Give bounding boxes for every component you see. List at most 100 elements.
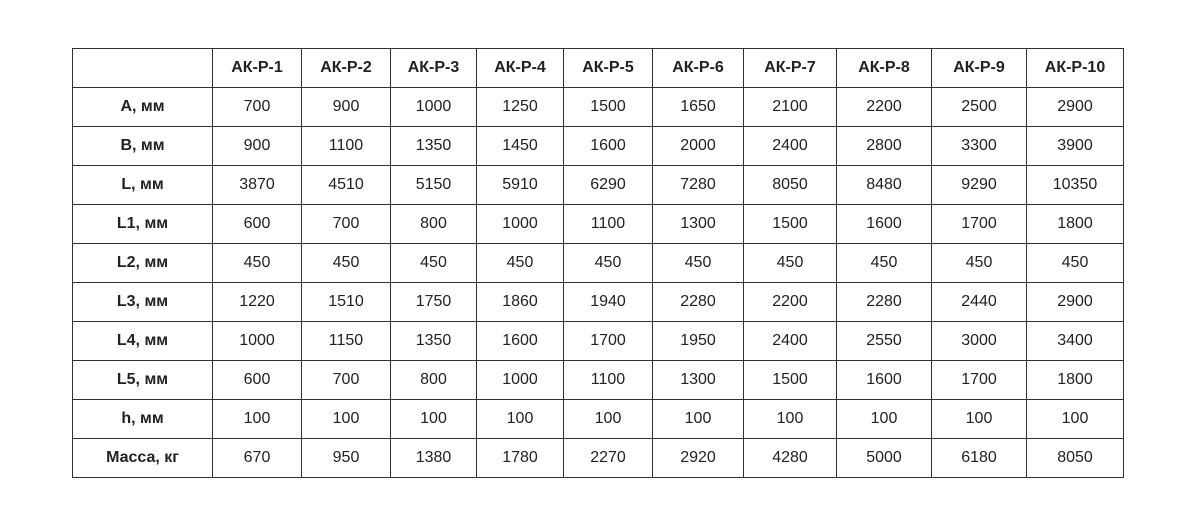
table-cell: 600 — [212, 360, 302, 400]
table-row: L1, мм 600 700 800 1000 1100 1300 1500 1600 1700 1… — [72, 204, 1124, 244]
table-cell: 1700 — [931, 360, 1027, 400]
table-cell: 450 — [476, 243, 564, 283]
table-cell: 670 — [212, 438, 302, 478]
table-cell: 100 — [931, 399, 1027, 439]
table-cell: 450 — [743, 243, 837, 283]
table-cell: 100 — [743, 399, 837, 439]
table-row: A, мм 700 900 1000 1250 1500 1650 2100 2200 2500 2… — [72, 87, 1124, 127]
table-cell: 2270 — [563, 438, 653, 478]
table-cell: 5000 — [836, 438, 932, 478]
column-header: АК-Р-6 — [652, 48, 744, 88]
table-cell: 1300 — [652, 360, 744, 400]
table-cell: 1800 — [1026, 360, 1124, 400]
table-cell: 1600 — [563, 126, 653, 166]
corner-cell — [72, 48, 213, 88]
table-cell: 800 — [390, 360, 477, 400]
table-cell: 100 — [301, 399, 391, 439]
table-cell: 1700 — [931, 204, 1027, 244]
table-cell: 2900 — [1026, 282, 1124, 322]
table-cell: 6180 — [931, 438, 1027, 478]
table-cell: 2280 — [836, 282, 932, 322]
table-cell: 1600 — [836, 360, 932, 400]
table-cell: 2440 — [931, 282, 1027, 322]
column-header: АК-Р-9 — [931, 48, 1027, 88]
table-cell: 2100 — [743, 87, 837, 127]
table-cell: 2200 — [743, 282, 837, 322]
column-header: АК-Р-7 — [743, 48, 837, 88]
table-cell: 1000 — [476, 204, 564, 244]
table-cell: 100 — [836, 399, 932, 439]
table-cell: 1500 — [563, 87, 653, 127]
table-row: Масса, кг 670 950 1380 1780 2270 2920 4280 5000 6… — [72, 438, 1124, 478]
table-cell: 800 — [390, 204, 477, 244]
table-cell: 1780 — [476, 438, 564, 478]
table-cell: 1250 — [476, 87, 564, 127]
specs-table: АК-Р-1 АК-Р-2 АК-Р-3 АК-Р-4 АК-Р-5 АК-Р-6 АК-Р… — [72, 48, 1124, 478]
table-cell: 1510 — [301, 282, 391, 322]
table-cell: 450 — [1026, 243, 1124, 283]
table-cell: 1350 — [390, 126, 477, 166]
table-cell: 8480 — [836, 165, 932, 205]
table-cell: 1300 — [652, 204, 744, 244]
table-cell: 5910 — [476, 165, 564, 205]
column-header: АК-Р-2 — [301, 48, 391, 88]
column-header: АК-Р-3 — [390, 48, 477, 88]
table-cell: 2000 — [652, 126, 744, 166]
table-cell: 2400 — [743, 321, 837, 361]
table-cell: 1000 — [390, 87, 477, 127]
table-cell: 1600 — [836, 204, 932, 244]
table-cell: 100 — [652, 399, 744, 439]
table-cell: 2500 — [931, 87, 1027, 127]
table-cell: 2920 — [652, 438, 744, 478]
table-cell: 3000 — [931, 321, 1027, 361]
table-cell: 2280 — [652, 282, 744, 322]
table-row: B, мм 900 1100 1350 1450 1600 2000 2400 2800 3300… — [72, 126, 1124, 166]
table-row: L2, мм 450 450 450 450 450 450 450 450 450 450 — [72, 243, 1124, 283]
table-row: L, мм 3870 4510 5150 5910 6290 7280 8050 8480 929… — [72, 165, 1124, 205]
table-cell: 1380 — [390, 438, 477, 478]
table-cell: 1800 — [1026, 204, 1124, 244]
table-row: L3, мм 1220 1510 1750 1860 1940 2280 2200 2280 24… — [72, 282, 1124, 322]
row-label: A, мм — [72, 87, 213, 127]
table-cell: 6290 — [563, 165, 653, 205]
table-cell: 9290 — [931, 165, 1027, 205]
table-cell: 3870 — [212, 165, 302, 205]
table-cell: 900 — [212, 126, 302, 166]
table-cell: 450 — [563, 243, 653, 283]
table-cell: 1860 — [476, 282, 564, 322]
table-cell: 600 — [212, 204, 302, 244]
table-cell: 100 — [476, 399, 564, 439]
table-cell: 1100 — [563, 204, 653, 244]
table-cell: 1650 — [652, 87, 744, 127]
table-cell: 1220 — [212, 282, 302, 322]
row-label: L, мм — [72, 165, 213, 205]
table-cell: 950 — [301, 438, 391, 478]
table-cell: 450 — [836, 243, 932, 283]
table-cell: 3900 — [1026, 126, 1124, 166]
column-header: АК-Р-4 — [476, 48, 564, 88]
table-cell: 10350 — [1026, 165, 1124, 205]
row-label: Масса, кг — [72, 438, 213, 478]
table-cell: 100 — [563, 399, 653, 439]
table-cell: 4280 — [743, 438, 837, 478]
table-cell: 1000 — [212, 321, 302, 361]
header-row: АК-Р-1 АК-Р-2 АК-Р-3 АК-Р-4 АК-Р-5 АК-Р-6 АК-Р… — [72, 48, 1124, 88]
table-cell: 1350 — [390, 321, 477, 361]
table-cell: 7280 — [652, 165, 744, 205]
table-cell: 450 — [212, 243, 302, 283]
table-cell: 1950 — [652, 321, 744, 361]
table-cell: 700 — [212, 87, 302, 127]
table-cell: 3400 — [1026, 321, 1124, 361]
table-cell: 100 — [1026, 399, 1124, 439]
table-cell: 1450 — [476, 126, 564, 166]
table-cell: 3300 — [931, 126, 1027, 166]
table-cell: 8050 — [1026, 438, 1124, 478]
row-label: L5, мм — [72, 360, 213, 400]
table-cell: 450 — [301, 243, 391, 283]
table-cell: 100 — [390, 399, 477, 439]
column-header: АК-Р-8 — [836, 48, 932, 88]
table-cell: 700 — [301, 360, 391, 400]
table-cell: 1100 — [563, 360, 653, 400]
row-label: L1, мм — [72, 204, 213, 244]
table-cell: 1100 — [301, 126, 391, 166]
